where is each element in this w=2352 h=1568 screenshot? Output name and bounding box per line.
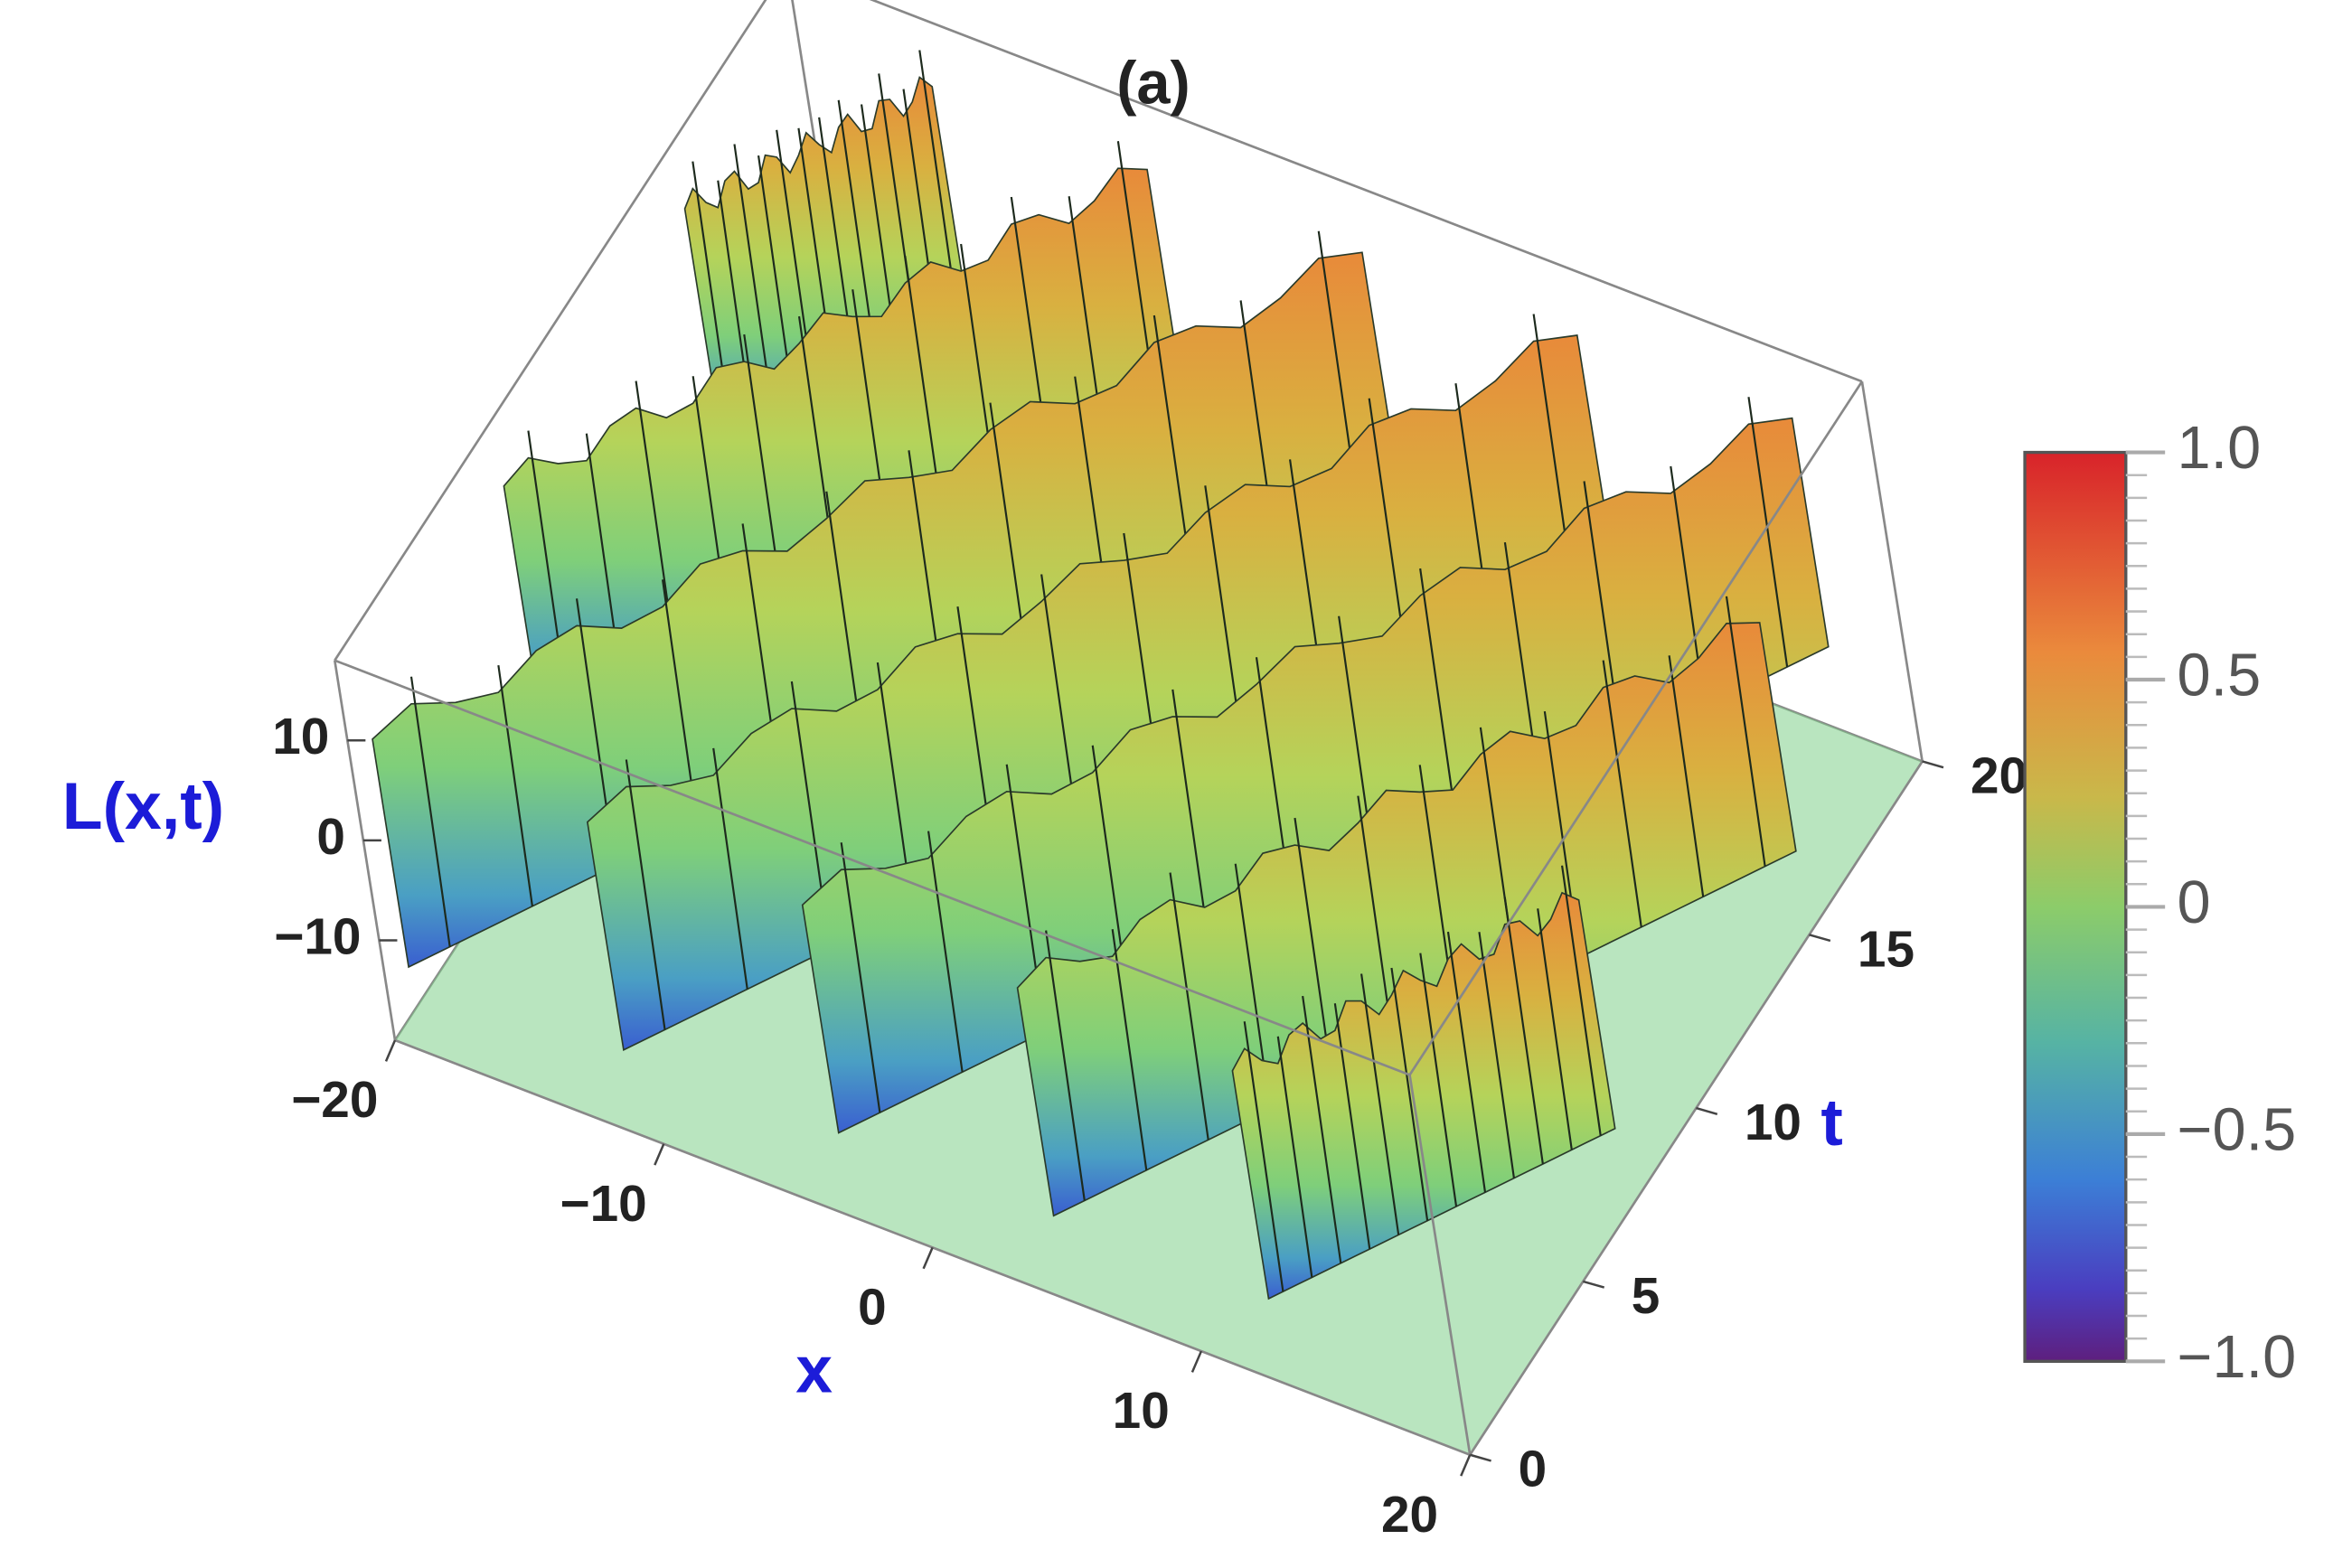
ridge-mesh [1725, 596, 1766, 867]
ridge-mesh [1747, 397, 1789, 668]
t-tick-label: 0 [1519, 1441, 1548, 1498]
colorbar-tick-label: 0 [2178, 869, 2211, 936]
ridge-mesh [625, 759, 666, 1030]
colorbar-tick-label: 1.0 [2178, 415, 2262, 482]
chart-title: (a) [1116, 51, 1190, 117]
ridge-mesh [497, 665, 534, 906]
box-edge [1860, 380, 1924, 762]
x-tick [654, 1143, 665, 1166]
ridge-mesh [1111, 929, 1148, 1170]
ridge-mesh [1169, 872, 1209, 1141]
ridge-mesh [1478, 932, 1515, 1178]
t-tick [1922, 760, 1944, 769]
colorbar-tick-label: 0.5 [2178, 643, 2262, 709]
t-tick [1583, 1280, 1605, 1289]
t-tick [1696, 1106, 1718, 1115]
t-tick [1469, 1453, 1491, 1462]
x-tick [1460, 1454, 1472, 1477]
ridge-mesh [1243, 1021, 1284, 1292]
x-tick-label: 0 [858, 1279, 887, 1336]
t-tick-label: 20 [1971, 747, 2027, 804]
t-axis-label: t [1820, 1085, 1842, 1160]
colorbar-tick-label: −0.5 [2178, 1097, 2297, 1164]
ridge-mesh [1302, 995, 1342, 1263]
ridge-mesh [927, 831, 964, 1073]
ridge-mesh [409, 676, 451, 947]
ridge-mesh [1503, 897, 1544, 1165]
x-tick [384, 1039, 397, 1062]
ridge-mesh [1602, 660, 1642, 928]
z-axis-label: L(x,t) [62, 769, 224, 843]
t-tick-label: 5 [1632, 1268, 1661, 1325]
x-tick-label: −20 [291, 1072, 378, 1129]
ridge-mesh [1045, 930, 1086, 1201]
t-tick-label: 10 [1745, 1094, 1802, 1151]
box-edge [1408, 380, 1864, 1076]
ridge-mesh [1333, 1003, 1371, 1250]
t-tick [1809, 934, 1831, 943]
z-tick-label: −10 [274, 908, 361, 965]
ridge-mesh [1668, 655, 1705, 897]
ridge-mesh [1419, 953, 1458, 1207]
x-axis-label: x [795, 1333, 833, 1407]
z-tick-label: 0 [316, 809, 345, 866]
x-tick-label: 10 [1113, 1383, 1170, 1440]
box-edge [334, 659, 1411, 1076]
ridge-mesh [1360, 973, 1400, 1235]
ridge-mesh [1419, 568, 1459, 830]
t-tick-label: 15 [1858, 921, 1915, 978]
box-edge [333, 660, 397, 1041]
box-edge [1408, 1075, 1472, 1455]
box-edge [334, 0, 767, 662]
colorbar-ticks: −1.0 −0.5 0 0.5 1.0 [2125, 415, 2297, 1391]
ridge-mesh [840, 842, 881, 1113]
ridge-mesh [1561, 865, 1602, 1136]
x-tick-label: −10 [560, 1176, 647, 1233]
z-tick-label: 10 [272, 709, 329, 765]
ridge-mesh [1537, 908, 1573, 1150]
ridge-mesh [1276, 1036, 1313, 1278]
x-tick [922, 1246, 934, 1270]
surface [372, 50, 1923, 1455]
box-edge [869, 0, 1863, 383]
ridge-mesh [1446, 931, 1487, 1193]
colorbar [2023, 450, 2128, 1363]
axes: −20 −10 0 10 20 0 5 10 15 20 −10 0 10 [272, 380, 2027, 1544]
colorbar-tick-label: −1.0 [2178, 1324, 2297, 1391]
x-tick [1190, 1350, 1203, 1373]
x-tick-label: 20 [1381, 1487, 1438, 1544]
ridge-mesh [1390, 967, 1429, 1221]
ridge-mesh [712, 747, 748, 990]
